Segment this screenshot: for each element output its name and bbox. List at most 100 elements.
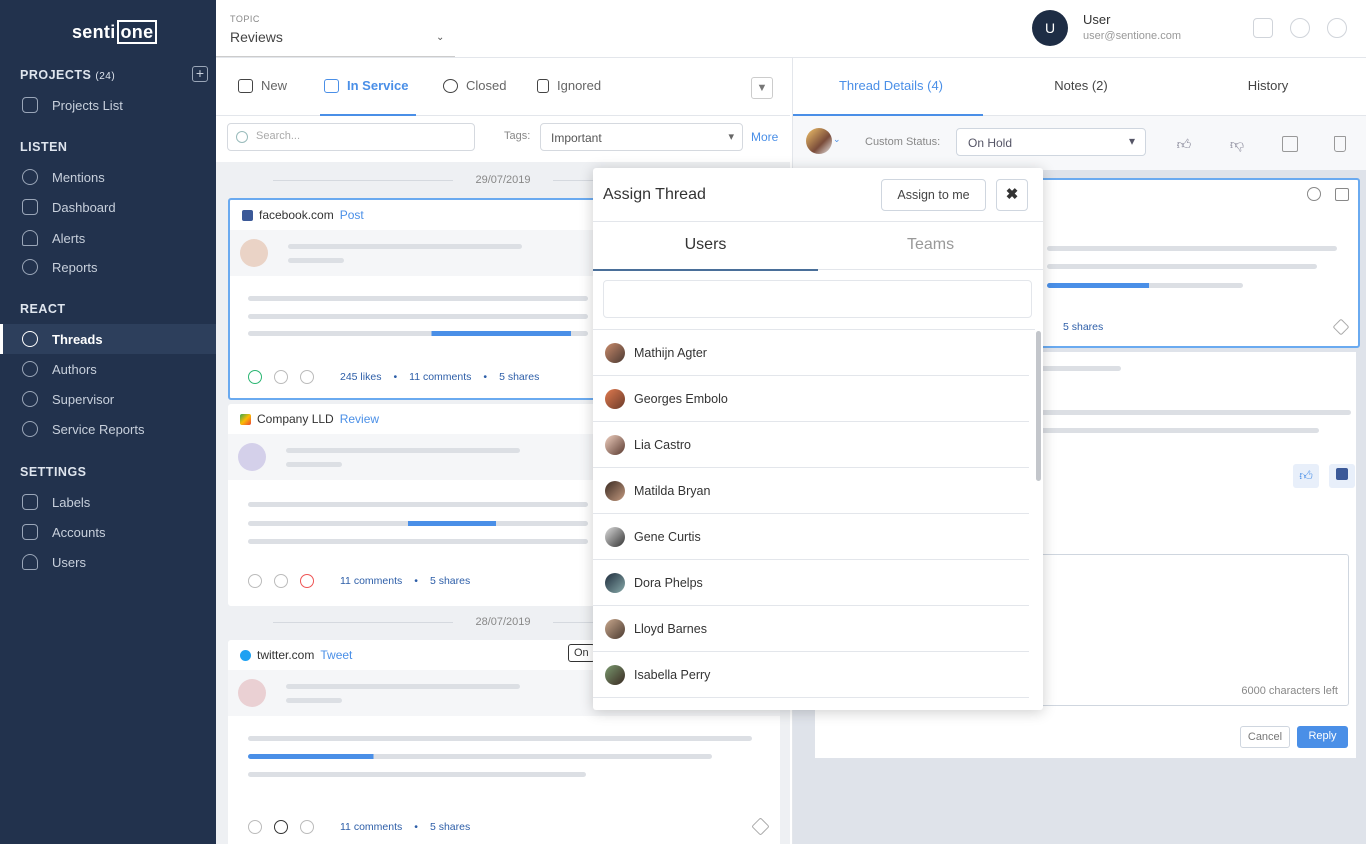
active-tab-underline bbox=[593, 269, 818, 271]
cancel-button[interactable]: Cancel bbox=[1240, 726, 1290, 748]
tab-closed[interactable]: Closed bbox=[443, 78, 506, 93]
comment-icon[interactable] bbox=[1307, 187, 1321, 201]
in-service-icon bbox=[324, 78, 339, 93]
reply-button[interactable]: Reply bbox=[1297, 726, 1348, 748]
user-search-input[interactable] bbox=[603, 280, 1032, 318]
thumbs-up-icon[interactable]: 👍︎ bbox=[1176, 136, 1192, 152]
tab-ignored[interactable]: Ignored bbox=[537, 78, 601, 93]
source-name: Company LLD bbox=[257, 412, 334, 426]
chevron-down-icon[interactable]: ⌄ bbox=[436, 32, 445, 43]
topic-select[interactable]: Reviews bbox=[230, 29, 283, 45]
list-item[interactable]: Matilda Bryan bbox=[593, 468, 1029, 514]
tab-label: Ignored bbox=[557, 78, 602, 93]
modal-title: Assign Thread bbox=[603, 186, 706, 203]
sidebar-item-dashboard[interactable]: Dashboard bbox=[0, 192, 216, 222]
external-link-icon[interactable] bbox=[1282, 136, 1298, 152]
like-icon[interactable]: 👍︎ bbox=[1293, 464, 1319, 488]
sidebar-item-accounts[interactable]: Accounts bbox=[0, 517, 216, 547]
sentione-logo[interactable]: senti one bbox=[72, 20, 158, 44]
user-list-scrollbar[interactable] bbox=[1036, 331, 1041, 481]
list-item[interactable]: Lloyd Barnes bbox=[593, 606, 1029, 652]
list-item[interactable]: Dora Phelps bbox=[593, 560, 1029, 606]
neutral-sentiment-icon[interactable] bbox=[274, 820, 288, 834]
thread-card[interactable]: twitter.com Tweet On 11 comments • 5 shares bbox=[228, 640, 780, 850]
negative-sentiment-icon[interactable] bbox=[300, 574, 314, 588]
user-name: Lia Castro bbox=[634, 437, 691, 452]
custom-status-select[interactable]: On Hold bbox=[956, 128, 1146, 156]
sidebar-item-label: Authors bbox=[52, 361, 97, 377]
negative-sentiment-icon[interactable] bbox=[300, 370, 314, 384]
tab-history[interactable]: History bbox=[1247, 78, 1289, 93]
tag-icon[interactable] bbox=[1332, 318, 1350, 336]
google-maps-icon bbox=[240, 413, 251, 425]
sidebar-item-labels[interactable]: Labels bbox=[0, 487, 216, 517]
source-type: Tweet bbox=[320, 648, 353, 662]
tags-select[interactable]: Important bbox=[540, 123, 743, 151]
tab-in-service[interactable]: In Service bbox=[324, 78, 408, 93]
list-item[interactable]: Isabella Perry bbox=[593, 652, 1029, 698]
sidebar-item-threads[interactable]: Threads bbox=[0, 324, 216, 354]
tab-new[interactable]: New bbox=[238, 78, 287, 93]
section-settings: SETTINGS bbox=[20, 465, 87, 479]
sidebar-item-mentions[interactable]: Mentions bbox=[0, 162, 216, 192]
sidebar-item-label: Service Reports bbox=[52, 421, 145, 437]
neutral-sentiment-icon[interactable] bbox=[274, 370, 288, 384]
positive-sentiment-icon[interactable] bbox=[248, 370, 262, 384]
tab-teams[interactable]: Teams bbox=[906, 236, 955, 253]
list-item[interactable]: Mathijn Agter bbox=[593, 330, 1029, 376]
avatar bbox=[605, 480, 625, 501]
logo-text-box: one bbox=[116, 20, 158, 44]
assign-to-me-button[interactable]: Assign to me bbox=[881, 179, 986, 211]
sidebar-item-supervisor[interactable]: Supervisor bbox=[0, 384, 216, 414]
help-icon[interactable] bbox=[1290, 18, 1310, 38]
filter-button[interactable]: ▼ bbox=[751, 77, 773, 99]
sidebar-item-label: Reports bbox=[52, 259, 98, 275]
close-icon[interactable]: ✖ bbox=[996, 179, 1028, 211]
assignee-avatar[interactable] bbox=[806, 128, 832, 154]
tab-users[interactable]: Users bbox=[684, 236, 727, 253]
sidebar-item-projects-list[interactable]: Projects List bbox=[0, 90, 216, 120]
sidebar-item-users[interactable]: Users bbox=[0, 547, 216, 577]
source-type: Post bbox=[339, 208, 364, 222]
section-react: REACT bbox=[20, 302, 66, 316]
trash-icon[interactable] bbox=[1334, 136, 1346, 152]
sidebar-item-alerts[interactable]: Alerts bbox=[0, 223, 216, 253]
sidebar-item-authors[interactable]: Authors bbox=[0, 354, 216, 384]
search-input[interactable]: Search... bbox=[227, 123, 475, 151]
tags-label: Tags: bbox=[504, 130, 531, 142]
authors-icon bbox=[22, 361, 38, 377]
user-name: Matilda Bryan bbox=[634, 483, 711, 498]
facebook-icon[interactable] bbox=[1329, 464, 1355, 488]
inbox-icon[interactable] bbox=[1253, 18, 1273, 38]
positive-sentiment-icon[interactable] bbox=[248, 574, 262, 588]
archive-icon[interactable] bbox=[1335, 188, 1349, 201]
sidebar-item-service-reports[interactable]: Service Reports bbox=[0, 414, 216, 444]
user-name: Georges Embolo bbox=[634, 391, 728, 406]
user-avatar[interactable]: U bbox=[1032, 10, 1068, 46]
facebook-icon bbox=[242, 209, 253, 221]
positive-sentiment-icon[interactable] bbox=[248, 820, 262, 834]
avatar bbox=[605, 342, 625, 363]
tab-notes[interactable]: Notes (2) bbox=[1054, 78, 1108, 93]
active-tab-underline bbox=[793, 114, 983, 116]
shares-count: 5 shares bbox=[499, 371, 540, 383]
more-link[interactable]: More bbox=[751, 130, 779, 144]
tag-icon[interactable] bbox=[751, 817, 770, 836]
power-icon[interactable] bbox=[1327, 18, 1347, 38]
neutral-sentiment-icon[interactable] bbox=[274, 574, 288, 588]
thumbs-down-icon[interactable]: 👎︎ bbox=[1229, 136, 1245, 152]
list-item[interactable]: Gene Curtis bbox=[593, 514, 1029, 560]
section-listen: LISTEN bbox=[20, 140, 68, 154]
list-item[interactable]: Lia Castro bbox=[593, 422, 1029, 468]
negative-sentiment-icon[interactable] bbox=[300, 820, 314, 834]
avatar bbox=[605, 388, 625, 409]
trash-icon bbox=[537, 78, 549, 93]
date-divider: 29/07/2019 bbox=[216, 174, 790, 186]
logo-text: senti bbox=[72, 22, 116, 42]
chevron-down-icon[interactable]: ⌄ bbox=[833, 134, 841, 144]
add-project-button[interactable]: + bbox=[192, 66, 208, 82]
sidebar-item-reports[interactable]: Reports bbox=[0, 252, 216, 282]
list-item[interactable]: Georges Embolo bbox=[593, 376, 1029, 422]
card-source: twitter.com Tweet bbox=[240, 648, 352, 662]
tab-thread-details[interactable]: Thread Details (4) bbox=[838, 78, 944, 93]
